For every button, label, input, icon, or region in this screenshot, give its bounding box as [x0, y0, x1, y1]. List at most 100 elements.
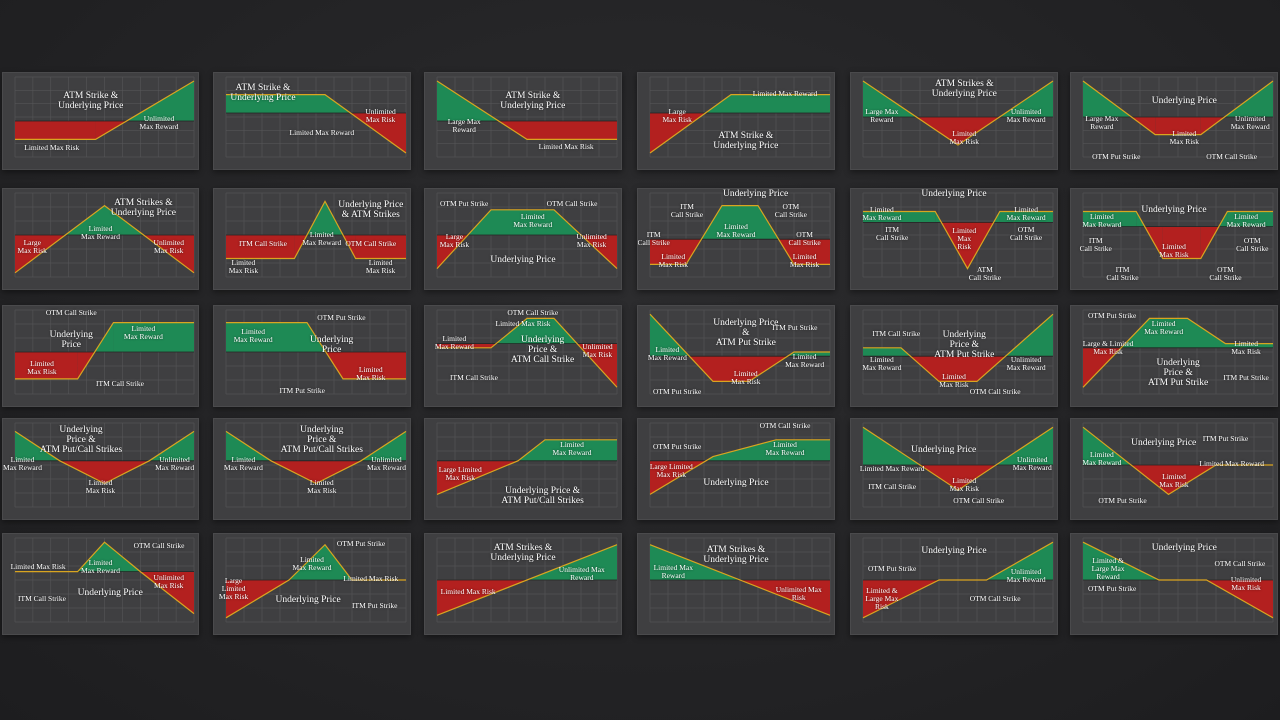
risk-area	[437, 580, 527, 616]
payoff-annotation: Limited Max Reward	[647, 345, 687, 362]
strike-annotation: Underlying Price	[309, 335, 354, 355]
payoff-diagram	[1082, 537, 1274, 623]
chart-tile-long-box: Underlying Price OTM Put Strike Limited & …	[850, 533, 1058, 635]
strike-annotation: Underlying Price	[921, 189, 987, 200]
chart-tile-iron-condor: Underlying Price ITM Call Strike OTM Call …	[637, 188, 835, 290]
payoff-annotation: Limited Max Reward	[81, 224, 120, 241]
payoff-diagram	[649, 422, 831, 508]
payoff-diagram	[436, 192, 618, 278]
risk-area	[581, 235, 617, 269]
payoff-diagram	[436, 422, 618, 508]
payoff-annotation: Limited Max Reward	[862, 355, 902, 372]
payoff-line	[863, 313, 1054, 383]
strike-annotation: Underlying Price	[1151, 543, 1217, 554]
payoff-annotation: Unlimited Max Risk	[775, 585, 822, 602]
payoff-annotation: Limited Max Reward	[765, 440, 805, 457]
reward-area	[325, 94, 351, 113]
payoff-annotation: Large Limited Max Risk	[438, 465, 482, 482]
risk-area	[794, 239, 830, 265]
payoff-line	[649, 544, 831, 616]
payoff-diagram	[1082, 192, 1274, 278]
risk-area	[355, 235, 406, 259]
strike-annotation: Underlying Price	[77, 588, 143, 599]
chart-tile-short-call: Limited Max Reward ATM Strike & Underlyin…	[213, 72, 411, 170]
strike-annotation: ITM Put Strike	[279, 386, 325, 396]
payoff-annotation: Limited Max Risk	[939, 372, 969, 389]
strike-annotation: ATM Strikes & Underlying Price	[110, 198, 176, 218]
strike-annotation: Underlying Price	[1141, 205, 1207, 216]
strike-annotation: Underlying Price	[911, 445, 977, 456]
payoff-diagram	[14, 422, 195, 508]
strike-annotation: ITM Call Strike	[868, 482, 917, 492]
chart-tile-synthetic-short: ATM Strikes & Underlying Price Limited Ma…	[637, 533, 835, 635]
reward-area	[1225, 343, 1273, 348]
risk-area	[325, 352, 343, 379]
chart-tile-short-strangle: Underlying Price & ATM Strikes Limited Ma…	[213, 188, 411, 290]
risk-area	[713, 356, 749, 382]
payoff-diagram	[225, 76, 407, 158]
payoff-line	[649, 313, 830, 383]
payoff-line	[436, 209, 618, 270]
payoff-annotation: Limited Max Reward	[302, 230, 342, 247]
payoff-annotation: Unlimited Max Risk	[582, 342, 613, 359]
payoff-annotation: Limited & Large Max Reward	[1091, 556, 1125, 581]
reward-area	[1121, 318, 1150, 348]
strike-annotation: OTM Call Strike	[345, 239, 397, 249]
payoff-line	[862, 80, 1054, 146]
payoff-line	[436, 80, 617, 141]
strike-annotation: Underlying Price & ATM Put/Call Strikes	[39, 425, 123, 455]
strike-annotation: Underlying Price & ATM Put Strike	[713, 318, 779, 348]
payoff-line	[226, 94, 407, 154]
risk-area	[740, 580, 830, 616]
chart-tile-long-put: ATM Strike & Underlying Price Large Max R…	[424, 72, 622, 170]
strike-annotation: ITM Call Strike	[450, 373, 498, 383]
reward-area	[794, 352, 830, 357]
payoff-diagram	[862, 76, 1054, 158]
payoff-annotation: Large Max Risk	[439, 232, 470, 249]
risk-area	[920, 465, 958, 491]
strike-annotation: OTM Put Strike	[336, 539, 386, 549]
payoff-annotation: Large & Limited Max Risk	[1082, 339, 1134, 356]
strike-annotation: Underlying Price	[490, 255, 556, 266]
payoff-annotation: Unlimited Max Reward	[558, 565, 605, 582]
strike-annotation: ATM Strike & Underlying Price	[713, 131, 779, 152]
strike-annotation: Underlying Price	[275, 595, 341, 606]
payoff-annotation: Limited Max Reward	[1082, 212, 1122, 229]
strike-annotation: OTM Call Strike	[969, 387, 1021, 397]
payoff-line	[437, 317, 618, 388]
payoff-annotation: Limited Max Reward	[653, 563, 693, 580]
strike-annotation: ITM Call Strike	[872, 329, 921, 339]
payoff-annotation: Unlimited Max Risk	[153, 573, 184, 590]
payoff-diagram	[436, 537, 618, 623]
reward-area	[935, 211, 942, 223]
risk-area	[577, 343, 617, 388]
strike-annotation: OTM Put Strike	[1098, 496, 1147, 506]
payoff-annotation: Limited Max Reward	[1226, 212, 1266, 229]
payoff-annotation: Limited Max Reward	[81, 558, 120, 575]
payoff-line	[1083, 210, 1273, 260]
reward-area	[545, 439, 617, 461]
payoff-diagram	[225, 537, 407, 623]
payoff-line	[225, 543, 406, 619]
payoff-line	[15, 80, 195, 141]
payoff-annotation: Unlimited Max Reward	[1006, 567, 1046, 584]
strike-annotation: ATM Call Strike	[968, 265, 1002, 282]
payoff-annotation: Limited Max Reward	[3, 455, 42, 472]
payoff-annotation: Limited Max Risk	[307, 478, 337, 495]
risk-area	[15, 121, 96, 140]
payoff-annotation: Large Limited Max Risk	[218, 576, 249, 601]
strike-annotation: ATM Strike & Underlying Price	[500, 90, 566, 111]
chart-tile-short-strangle-2: OTM Put Strike OTM Call Strike Limited Max…	[424, 188, 622, 290]
chart-tile-call-ratio-backspread: ITM Call Strike Underlying Price & ATM Pu…	[850, 305, 1058, 407]
strike-annotation: Underlying Price & ATM Put/Call Strikes	[501, 486, 584, 506]
payoff-annotation: Limited Max Risk	[365, 258, 396, 275]
payoff-diagram	[14, 537, 195, 623]
payoff-line	[1082, 317, 1273, 388]
strike-annotation: Underlying Price & ATM Put/Call Strikes	[280, 425, 363, 455]
strike-annotation: OTM Call Strike	[788, 230, 821, 247]
risk-area	[650, 239, 686, 265]
payoff-annotation: Limited Max Risk	[27, 359, 57, 376]
strike-annotation: ITM Call Strike	[1106, 265, 1139, 282]
reward-area	[1187, 318, 1226, 348]
reward-area	[361, 431, 406, 461]
